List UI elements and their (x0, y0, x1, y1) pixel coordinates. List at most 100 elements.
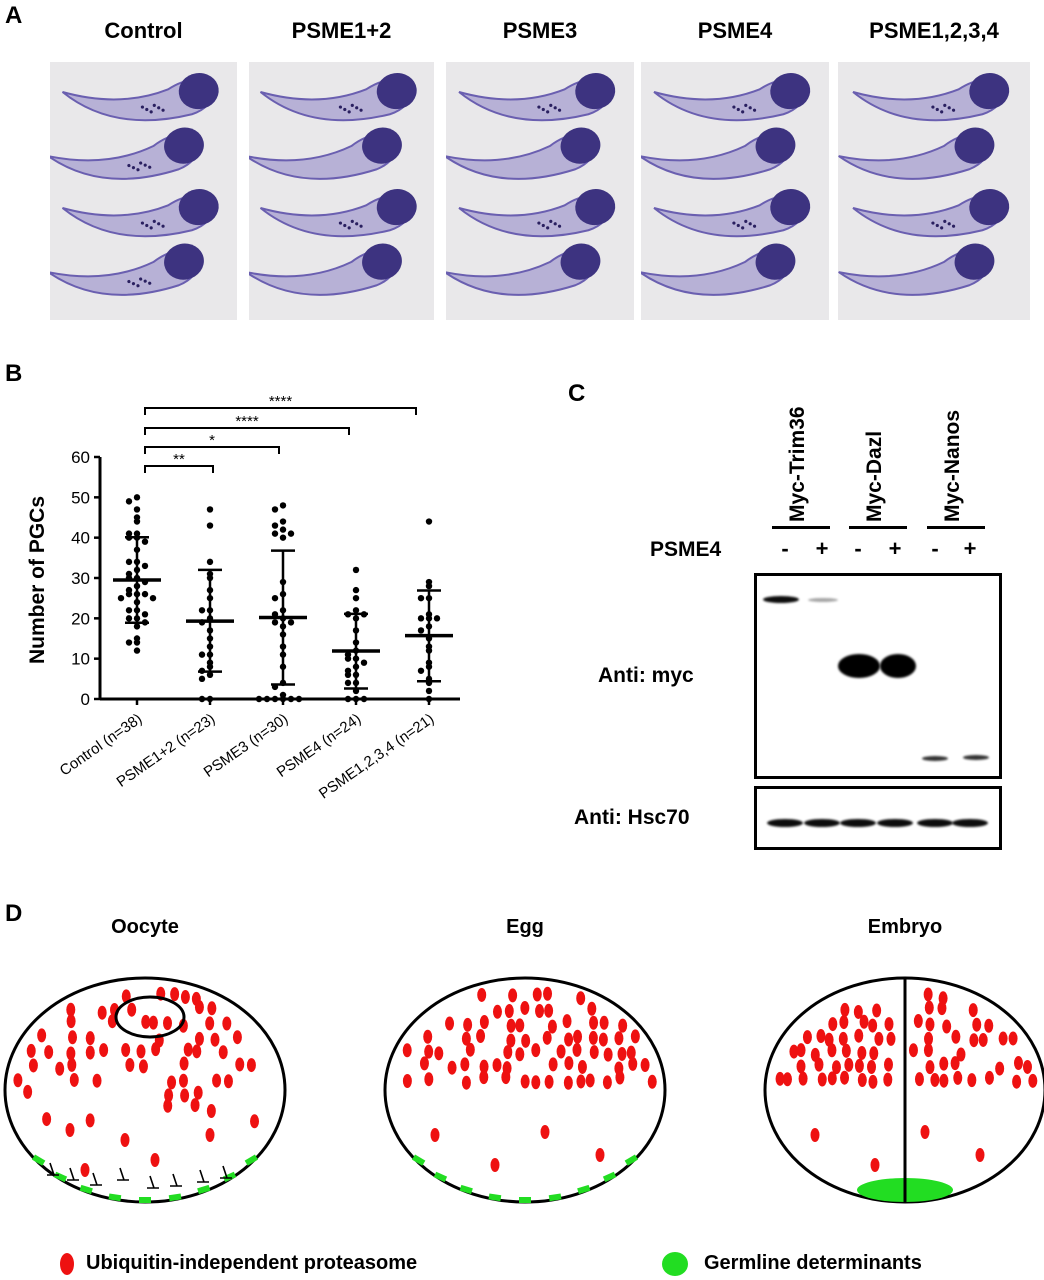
data-point (279, 534, 287, 541)
data-point (271, 695, 279, 703)
data-point (141, 590, 149, 598)
tadpole (838, 243, 995, 296)
tadpole (61, 189, 219, 238)
proteasome-dot (556, 1044, 566, 1059)
y-tick-label: 30 (71, 569, 90, 588)
inhibition-arrow (47, 1162, 59, 1176)
proteasome-dot (26, 1043, 36, 1058)
proteasome-dot (923, 1043, 933, 1058)
proteasome-dot (490, 1158, 500, 1172)
germline-determinant (197, 1184, 211, 1195)
germline-determinant (548, 1193, 562, 1202)
model-diagram (3, 976, 1044, 1204)
lane-underline (772, 526, 830, 529)
data-point (198, 607, 206, 614)
proteasome-legend-swatch (60, 1253, 74, 1275)
data-point (206, 671, 214, 678)
proteasome-dot (857, 1045, 867, 1060)
proteasome-dot (828, 1017, 838, 1032)
proteasome-dot (951, 1029, 961, 1044)
proteasome-dot (520, 1074, 530, 1089)
proteasome-dot (28, 1058, 38, 1073)
cell-egg (383, 976, 667, 1204)
treatment-sign: - (931, 536, 939, 561)
proteasome-dot (589, 1015, 599, 1030)
proteasome-dot (151, 1042, 161, 1057)
proteasome-dot (1013, 1056, 1023, 1071)
proteasome-dot (207, 1001, 217, 1016)
proteasome-dot (956, 1047, 966, 1062)
proteasome-dot (868, 1018, 878, 1033)
proteasome-dot (504, 1004, 514, 1019)
y-tick-label: 60 (71, 448, 90, 467)
germline-determinant (519, 1197, 531, 1203)
panel-b-label: B (5, 360, 23, 387)
proteasome-dot (577, 1059, 587, 1074)
proteasome-dot (930, 1072, 940, 1087)
proteasome-dot (838, 1031, 848, 1046)
proteasome-dot (44, 1045, 54, 1060)
proteasome-dot (150, 1153, 160, 1167)
data-point (352, 594, 360, 602)
tadpole (259, 189, 417, 238)
condition-title: PSME3 (502, 18, 578, 43)
proteasome-dot (430, 1128, 440, 1142)
proteasome-dot (246, 1058, 256, 1073)
embryo-photo (245, 62, 434, 320)
data-point (352, 586, 360, 594)
significance-stars: **** (235, 413, 259, 430)
data-point (360, 659, 368, 666)
proteasome-dot (543, 986, 553, 1001)
proteasome-dot (802, 1030, 812, 1045)
tadpole (444, 243, 601, 296)
cell-embryo (763, 976, 1044, 1204)
data-point (206, 506, 214, 513)
proteasome-dot (461, 1031, 471, 1046)
proteasome-dot (817, 1072, 827, 1087)
proteasome-dot (968, 1003, 978, 1018)
proteasome-dot (859, 1014, 869, 1029)
tadpole (61, 73, 219, 122)
data-point (271, 506, 279, 513)
cell-oocyte (3, 976, 287, 1204)
proteasome-dot (180, 1088, 190, 1103)
significance-bracket (144, 407, 417, 415)
data-point (133, 518, 141, 525)
proteasome-dot (492, 1058, 502, 1073)
proteasome-dot (883, 1072, 893, 1087)
tadpole (444, 127, 601, 180)
embryo-photo (838, 62, 1030, 320)
tadpole (245, 243, 402, 296)
proteasome-dot (212, 1073, 222, 1088)
proteasome-dot (841, 1043, 851, 1058)
proteasome-dot (924, 1000, 934, 1015)
data-point (433, 615, 441, 622)
data-point (198, 695, 206, 703)
data-point (141, 538, 149, 545)
proteasome-dot (939, 1056, 949, 1071)
proteasome-dot (827, 1043, 837, 1058)
proteasome-dot (218, 1045, 228, 1060)
nucleus-outline (114, 995, 186, 1039)
proteasome-dot (85, 1045, 95, 1060)
proteasome-dot (937, 1001, 947, 1016)
proteasome-dot (924, 1031, 934, 1046)
data-point (125, 558, 133, 566)
inhibition-arrow (197, 1169, 209, 1183)
proteasome-dot (192, 1044, 202, 1059)
proteasome-dot (573, 1029, 583, 1044)
data-point (271, 522, 279, 529)
proteasome-dot (85, 1113, 95, 1128)
treatment-sign: + (963, 536, 977, 561)
proteasome-dot (542, 1030, 552, 1045)
data-point (133, 639, 141, 646)
proteasome-dot (617, 1046, 627, 1061)
proteasome-dot (942, 1019, 952, 1034)
data-point (125, 607, 133, 614)
proteasome-dot (521, 1033, 531, 1048)
proteasome-dot (920, 1125, 930, 1139)
proteasome-dot (540, 1125, 550, 1139)
data-point (425, 518, 433, 525)
proteasome-dot (908, 1043, 918, 1058)
stage-title-oocyte: Oocyte (111, 916, 179, 938)
